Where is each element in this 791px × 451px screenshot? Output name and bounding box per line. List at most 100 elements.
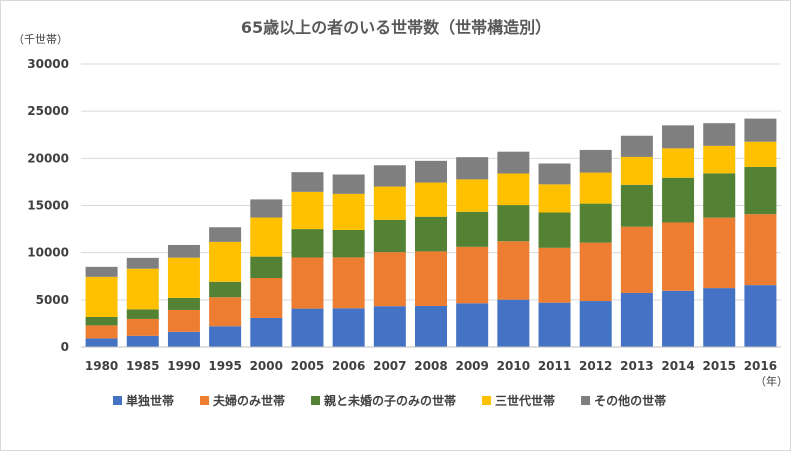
x-tick-label: 1980 bbox=[85, 359, 118, 373]
bar-segment bbox=[250, 317, 283, 347]
bar-segment bbox=[497, 151, 530, 174]
bar-segment bbox=[662, 222, 695, 291]
bar-segment bbox=[579, 242, 612, 302]
y-tick-label: 30000 bbox=[27, 57, 69, 71]
bar-segment bbox=[415, 216, 447, 252]
bar-segment bbox=[744, 166, 777, 215]
bar-segment bbox=[456, 157, 489, 180]
bar-segment bbox=[250, 278, 283, 318]
bar-segment bbox=[126, 268, 159, 310]
bar-segment bbox=[250, 199, 283, 218]
bar-segment bbox=[497, 173, 530, 206]
bar-segment bbox=[209, 326, 242, 347]
legend-swatch bbox=[482, 396, 492, 405]
legend-label: 夫婦のみ世帯 bbox=[212, 393, 285, 408]
y-tick-label: 25000 bbox=[27, 104, 69, 118]
bar-segment bbox=[373, 186, 406, 220]
bar-segment bbox=[620, 226, 653, 293]
x-tick-label: 1995 bbox=[208, 359, 241, 373]
bar-segment bbox=[415, 160, 447, 183]
x-tick-label: 2011 bbox=[538, 359, 571, 373]
x-tick-label: 2016 bbox=[744, 359, 777, 373]
bar-segment bbox=[497, 241, 530, 300]
bar-segment bbox=[332, 193, 365, 230]
x-tick-label: 2010 bbox=[497, 359, 530, 373]
bar-segment bbox=[167, 244, 200, 258]
x-tick-label: 2015 bbox=[703, 359, 736, 373]
chart-title: 65歳以上の者のいる世帯数（世帯構造別） bbox=[241, 18, 551, 37]
x-tick-label: 1990 bbox=[167, 359, 200, 373]
bar-segment bbox=[332, 229, 365, 258]
y-tick-label: 5000 bbox=[36, 293, 69, 307]
bar-segment bbox=[456, 179, 489, 212]
bar-segment bbox=[456, 211, 489, 247]
bar-segment bbox=[373, 165, 406, 187]
legend-swatch bbox=[200, 396, 210, 405]
bar-segment bbox=[209, 227, 242, 242]
bar-segment bbox=[703, 145, 736, 174]
bar-segment bbox=[538, 184, 571, 213]
bar-segment bbox=[167, 309, 200, 332]
bar-segment bbox=[579, 172, 612, 204]
bar-segment bbox=[703, 288, 736, 347]
bar-segment bbox=[538, 247, 571, 303]
bar-segment bbox=[291, 191, 324, 230]
bar-segment bbox=[209, 297, 242, 327]
bar-segment bbox=[662, 125, 695, 149]
y-tick-label: 0 bbox=[61, 340, 69, 354]
bar-segment bbox=[703, 173, 736, 218]
bar-segment bbox=[167, 331, 200, 347]
bar-segment bbox=[291, 308, 324, 347]
legend-label: 単独世帯 bbox=[126, 393, 174, 408]
y-axis-tick-labels: 0 5000 10000 15000 20000 25000 30000 bbox=[27, 57, 69, 354]
bars bbox=[85, 118, 777, 347]
x-tick-label: 2007 bbox=[373, 359, 406, 373]
x-tick-label: 2005 bbox=[291, 359, 324, 373]
bar-segment bbox=[620, 292, 653, 347]
bar-segment bbox=[85, 338, 118, 347]
bar-segment bbox=[744, 214, 777, 286]
bar-segment bbox=[250, 217, 283, 257]
x-axis-unit-label: （年） bbox=[755, 374, 788, 388]
bar-segment bbox=[291, 229, 324, 258]
bar-segment bbox=[415, 305, 447, 347]
x-tick-label: 2013 bbox=[620, 359, 653, 373]
legend-label: その他の世帯 bbox=[594, 393, 666, 408]
bar-segment bbox=[332, 257, 365, 309]
bar-segment bbox=[126, 335, 159, 347]
bar-segment bbox=[744, 285, 777, 347]
bar-segment bbox=[456, 246, 489, 304]
x-tick-label: 2008 bbox=[414, 359, 447, 373]
legend-swatch bbox=[113, 396, 122, 405]
bar-segment bbox=[373, 252, 406, 307]
bar-segment bbox=[167, 297, 200, 310]
bar-segment bbox=[209, 241, 242, 282]
bar-segment bbox=[85, 325, 118, 339]
x-tick-label: 2009 bbox=[455, 359, 488, 373]
bar-segment bbox=[332, 308, 365, 347]
x-tick-label: 2006 bbox=[332, 359, 365, 373]
legend-swatch bbox=[311, 396, 321, 405]
bar-segment bbox=[579, 301, 612, 347]
bar-segment bbox=[291, 172, 324, 192]
bar-segment bbox=[620, 135, 653, 157]
x-tick-label: 2012 bbox=[579, 359, 612, 373]
bar-segment bbox=[373, 219, 406, 253]
bar-segment bbox=[538, 212, 571, 248]
x-tick-label: 2014 bbox=[661, 359, 694, 373]
bar-segment bbox=[579, 203, 612, 243]
bar-segment bbox=[662, 290, 695, 347]
y-tick-label: 10000 bbox=[27, 246, 69, 260]
bar-segment bbox=[209, 281, 242, 298]
legend-swatch bbox=[581, 396, 591, 405]
x-tick-label: 2000 bbox=[250, 359, 283, 373]
y-axis-unit-label: （千世帯） bbox=[13, 33, 68, 46]
legend: 単独世帯 夫婦のみ世帯 親と未婚の子のみの世帯 三世代世帯 その他の世帯 bbox=[113, 393, 666, 408]
bar-segment bbox=[167, 257, 200, 298]
bar-segment bbox=[662, 148, 695, 178]
bar-segment bbox=[85, 317, 118, 326]
bar-segment bbox=[126, 257, 159, 269]
bar-segment bbox=[703, 217, 736, 289]
